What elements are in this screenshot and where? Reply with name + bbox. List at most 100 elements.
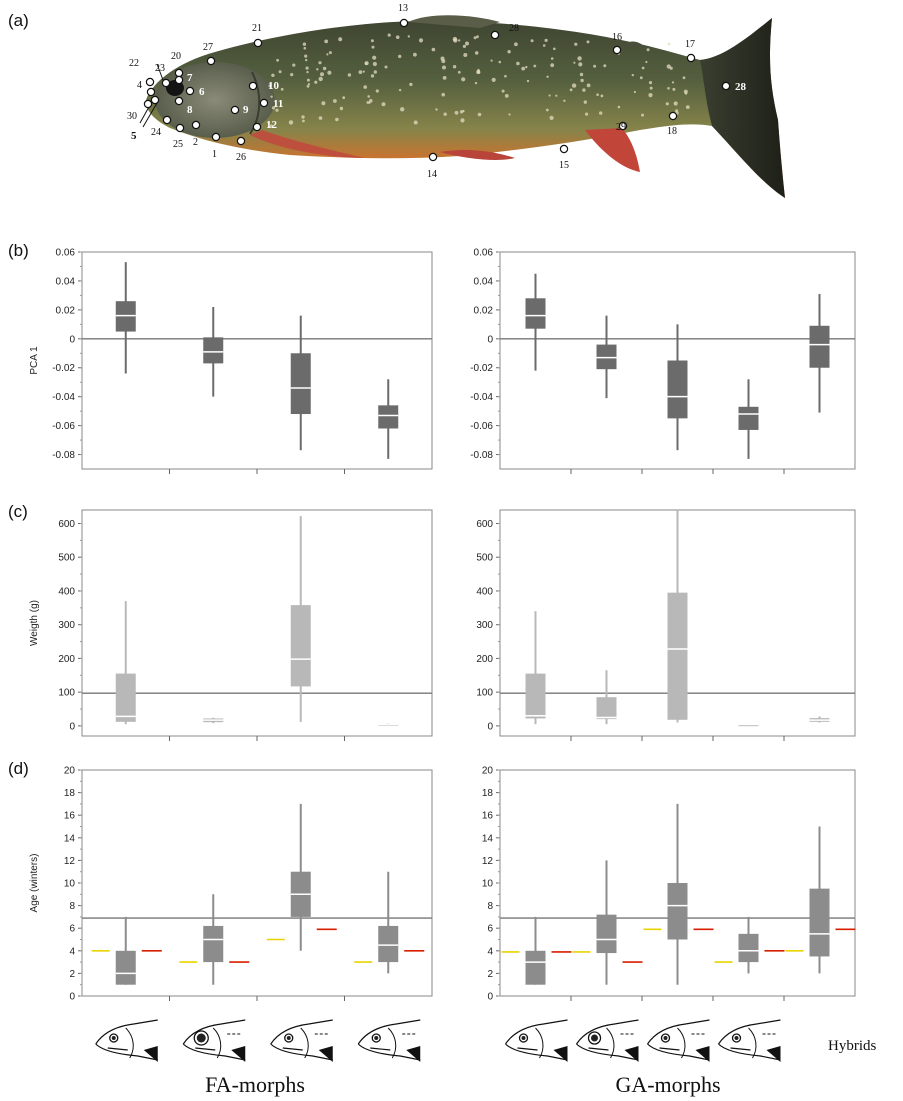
fish-spot bbox=[596, 93, 599, 96]
fish-spot bbox=[526, 79, 530, 83]
landmark-point bbox=[185, 86, 195, 96]
fish-spot bbox=[617, 105, 621, 109]
landmark-point bbox=[236, 136, 246, 146]
y-tick-label: 600 bbox=[58, 519, 75, 530]
box bbox=[667, 883, 688, 940]
gill-cover-line bbox=[677, 1027, 686, 1059]
chart-weight-fa: 600 500 400 300 200 100 0 Weigth (g) bbox=[29, 509, 433, 741]
pectoral-fin-mark bbox=[695, 1046, 710, 1062]
fish-spot bbox=[578, 62, 583, 67]
fish-spot bbox=[586, 40, 590, 44]
y-tick-label: 600 bbox=[476, 519, 493, 530]
landmark-label: 14 bbox=[427, 169, 437, 180]
fish-spot bbox=[271, 106, 276, 110]
landmark-point bbox=[259, 98, 269, 108]
landmark-label: 24 bbox=[151, 127, 161, 138]
y-tick-label: 20 bbox=[482, 766, 494, 777]
pectoral-fin-mark bbox=[766, 1046, 781, 1062]
morph-head-drawing bbox=[576, 1019, 639, 1062]
fish-spot bbox=[577, 56, 582, 61]
fish-spot bbox=[672, 87, 676, 91]
landmark-point bbox=[174, 75, 184, 85]
y-tick-label: 0 bbox=[69, 721, 75, 732]
fish-spot bbox=[555, 94, 558, 97]
fish-spot bbox=[398, 54, 402, 59]
fish-spot bbox=[305, 66, 309, 70]
landmark-point bbox=[612, 45, 622, 55]
fish-spot bbox=[400, 107, 405, 112]
box bbox=[667, 592, 688, 720]
pectoral-fin bbox=[250, 130, 365, 158]
fish-spot bbox=[441, 92, 446, 97]
box bbox=[115, 950, 136, 985]
landmark-label: 18 bbox=[667, 126, 677, 137]
fish-spot bbox=[533, 64, 537, 68]
fish-spot bbox=[501, 89, 505, 93]
fish-spot bbox=[600, 94, 604, 98]
landmark-point bbox=[211, 132, 221, 142]
fish-spot bbox=[544, 38, 548, 43]
fish-spot bbox=[369, 99, 373, 103]
fish-spot bbox=[395, 35, 400, 39]
fish-spot bbox=[460, 118, 465, 123]
landmark-point bbox=[490, 30, 500, 40]
y-tick-label: -0.08 bbox=[52, 450, 75, 461]
fish-spot bbox=[639, 76, 643, 80]
fish-spot bbox=[268, 84, 272, 88]
head-outline bbox=[270, 1019, 333, 1061]
fish-spot bbox=[546, 75, 549, 79]
y-tick-label: 8 bbox=[69, 901, 75, 912]
fish-spot bbox=[302, 42, 307, 46]
fish-spot bbox=[569, 88, 573, 92]
fish-spot bbox=[443, 112, 447, 116]
fish-spot bbox=[504, 94, 509, 98]
landmark-point bbox=[150, 95, 160, 105]
landmark-leader-5 bbox=[142, 102, 158, 128]
y-tick-label: 6 bbox=[487, 924, 493, 935]
y-tick-label: 0.06 bbox=[474, 248, 494, 259]
landmark-label: 11 bbox=[273, 98, 283, 110]
fish-spot bbox=[387, 33, 391, 37]
fish-spot bbox=[454, 110, 459, 115]
eye-pupil bbox=[374, 1036, 379, 1040]
landmark-point bbox=[399, 18, 409, 28]
pectoral-fin-mark bbox=[318, 1046, 333, 1062]
fish-spot bbox=[318, 61, 322, 65]
landmark-point bbox=[143, 99, 153, 109]
fish-spot bbox=[292, 63, 296, 67]
pectoral-fin-mark bbox=[553, 1046, 568, 1062]
fish-spot bbox=[641, 66, 645, 70]
box bbox=[203, 925, 224, 963]
landmark-label: 28 bbox=[509, 23, 519, 34]
fish-spot bbox=[320, 72, 324, 77]
fish-spot bbox=[322, 66, 327, 71]
fish-spot bbox=[318, 76, 323, 82]
eye-pupil bbox=[734, 1036, 739, 1040]
y-tick-label: 0.02 bbox=[474, 305, 494, 316]
dorsal-fin bbox=[408, 15, 500, 28]
fish-spot bbox=[398, 88, 402, 92]
fish-spot bbox=[375, 89, 379, 93]
fish-spot bbox=[461, 77, 466, 82]
fish-spot bbox=[409, 82, 413, 87]
landmark-point bbox=[174, 96, 184, 106]
fish-spot bbox=[321, 101, 326, 106]
landmark-label: 9 bbox=[243, 104, 249, 116]
landmark-point bbox=[145, 77, 155, 87]
fish-spot bbox=[307, 83, 310, 86]
landmark-point bbox=[559, 144, 569, 154]
box bbox=[738, 406, 759, 430]
fish-spot bbox=[288, 120, 294, 125]
fish-spot bbox=[305, 58, 308, 62]
landmark-label: 29 bbox=[616, 122, 626, 133]
fish-spot bbox=[363, 85, 368, 89]
fish-spot bbox=[563, 99, 566, 103]
fish-spot bbox=[370, 74, 375, 78]
chart-pca-ga: 0.06 0.04 0.02 0 -0.02 -0.04 -0.06 -0.08 bbox=[470, 248, 856, 474]
gill-cover-line bbox=[748, 1027, 757, 1059]
fish-spot bbox=[290, 73, 294, 77]
fish-spot bbox=[474, 51, 479, 55]
landmark-point bbox=[668, 111, 678, 121]
morph-head-drawing bbox=[647, 1019, 710, 1062]
y-tick-label: 300 bbox=[476, 620, 493, 631]
